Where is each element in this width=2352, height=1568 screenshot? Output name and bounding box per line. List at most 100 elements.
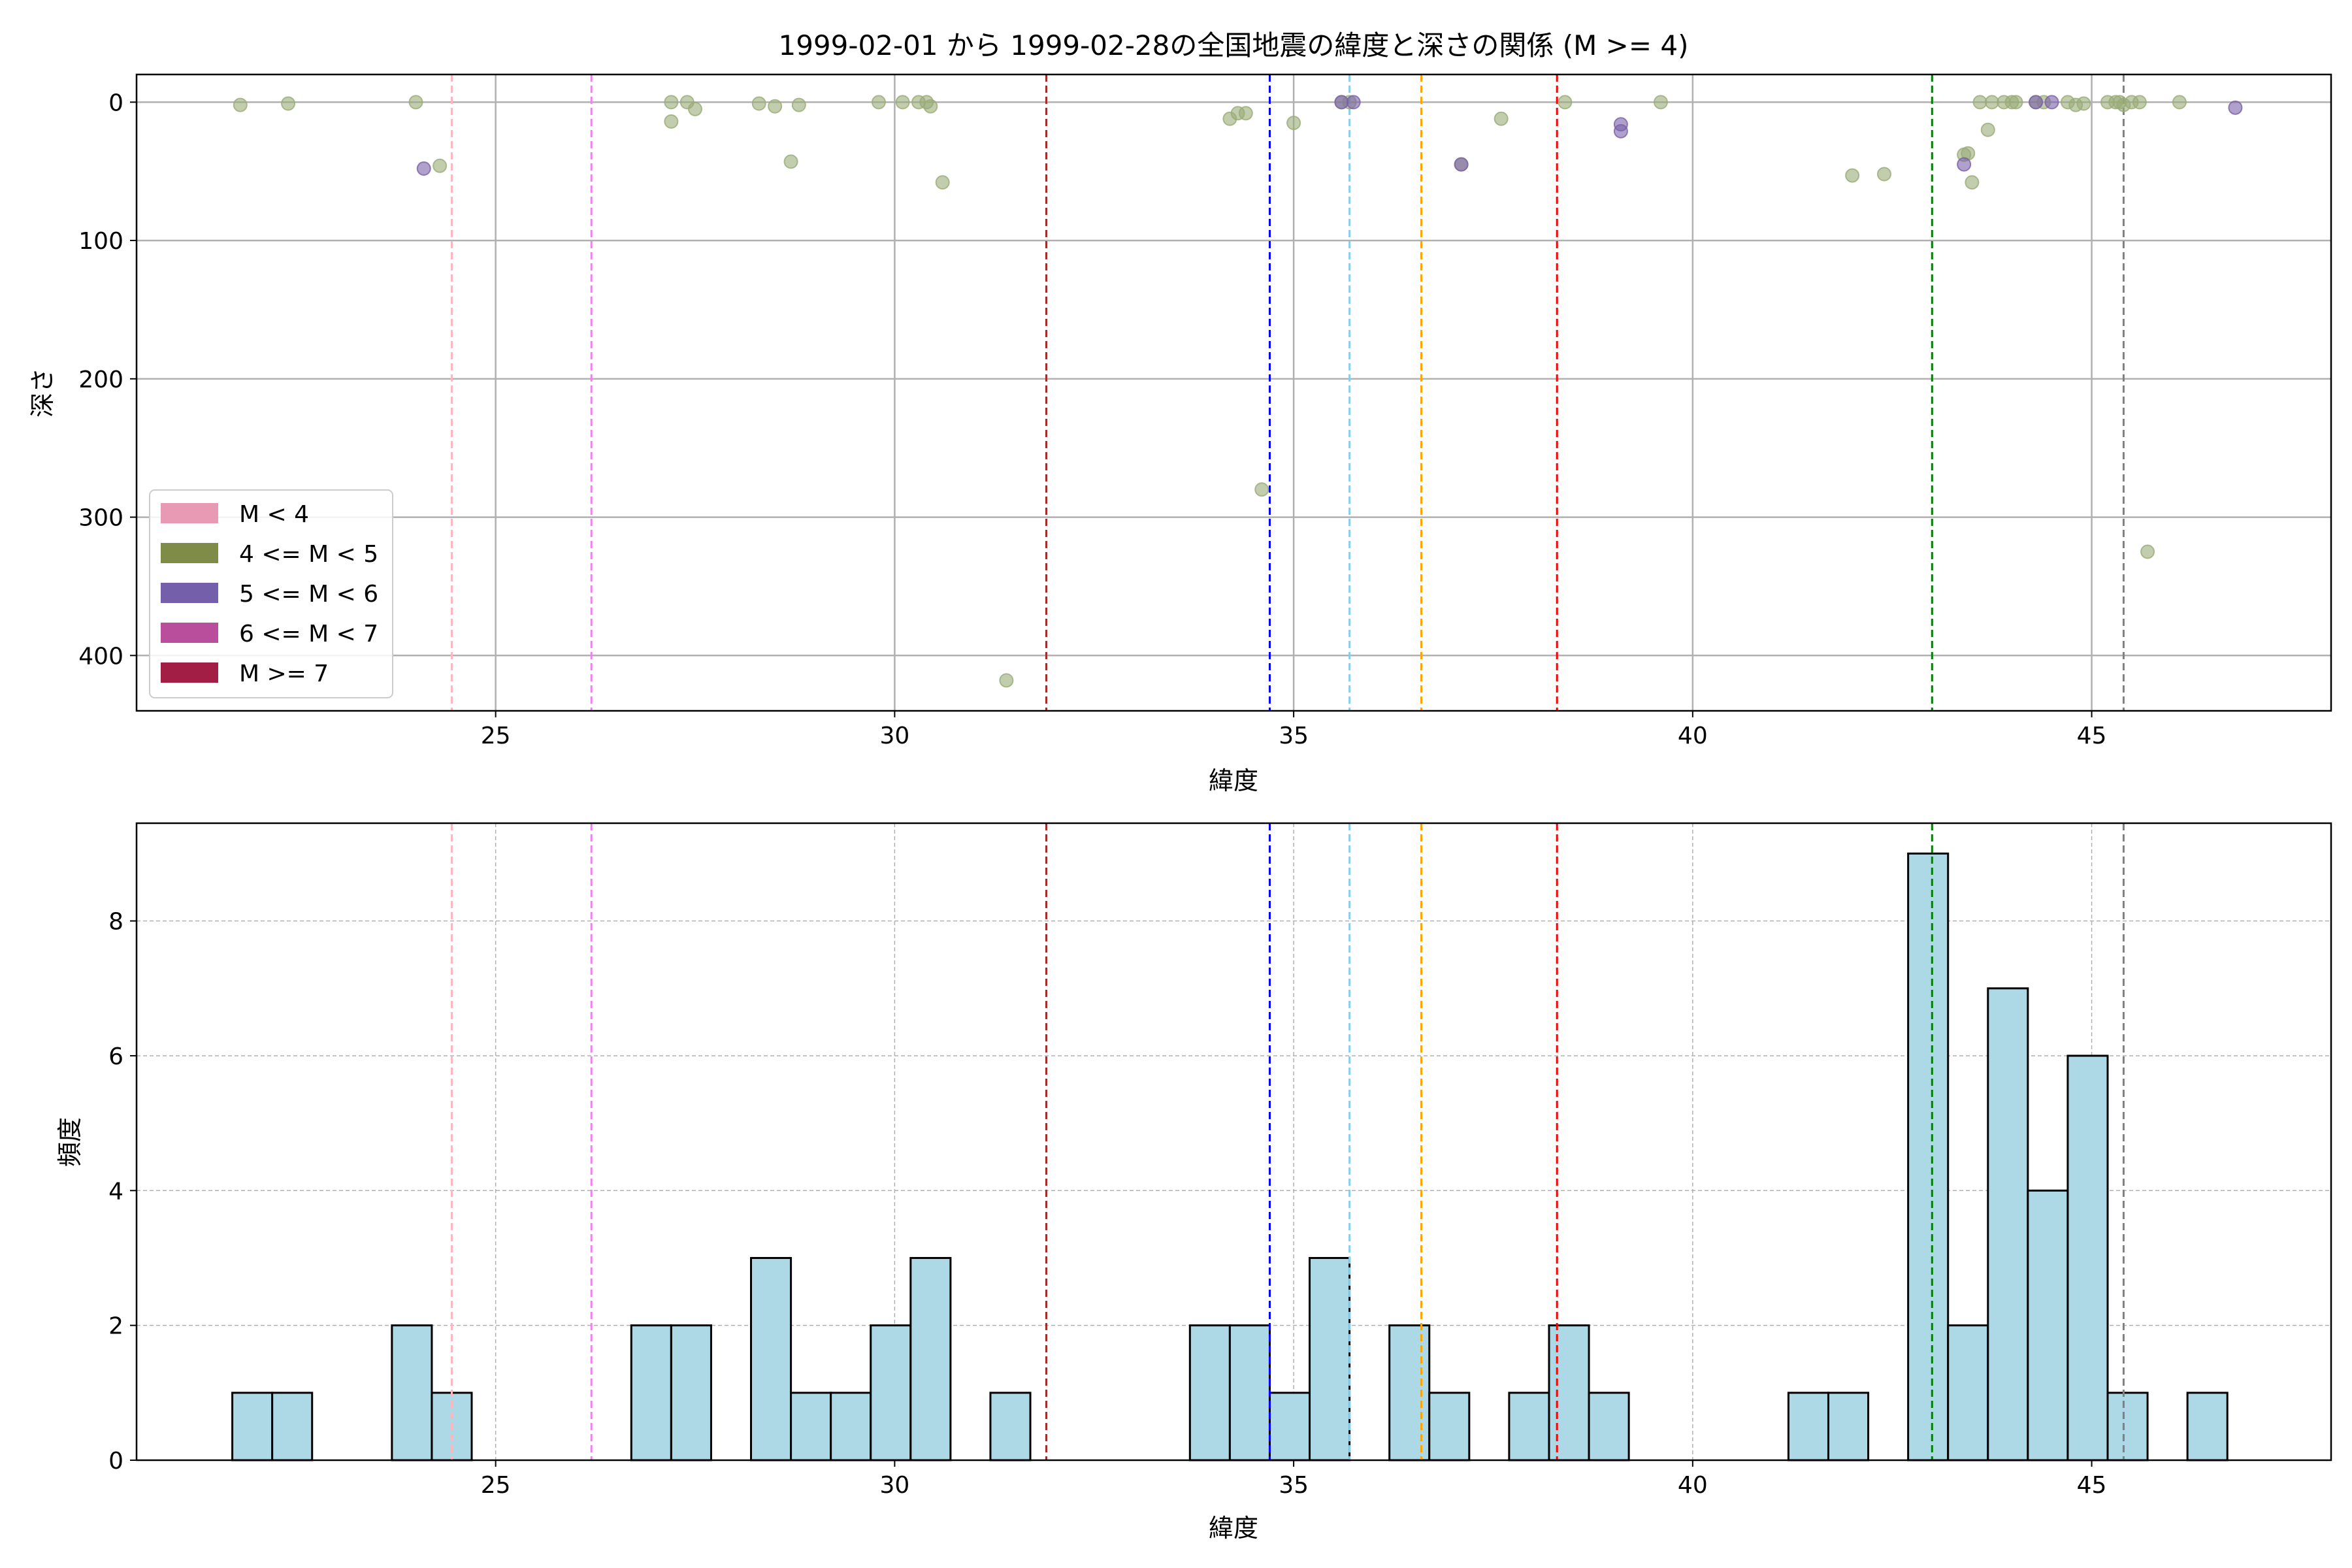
- histogram-reference-lines: [450, 823, 2125, 1460]
- histogram-y-axis-label: 頻度: [56, 1117, 84, 1167]
- scatter-point: [688, 101, 703, 116]
- scatter-point: [1454, 157, 1469, 172]
- histogram-bar: [1987, 987, 2029, 1462]
- histogram-bar: [1388, 1324, 1431, 1462]
- histogram-bar: [1428, 1392, 1471, 1462]
- legend-label: 6 <= M < 7: [239, 621, 378, 647]
- scatter-reference-lines: [450, 74, 2125, 711]
- scatter-point: [1876, 167, 1891, 182]
- tick-label-y: 0: [108, 90, 123, 116]
- histogram-bar: [2027, 1189, 2069, 1462]
- scatter-panel: 25 30 35 40 45 0 100 200 300 400 緯度 深さ M < 4 4 <=…: [28, 73, 2332, 795]
- histogram-bar: [909, 1256, 952, 1462]
- histogram-bar: [1907, 852, 1950, 1462]
- histogram-bar: [2186, 1392, 2229, 1462]
- tick-label-x: 35: [1279, 1472, 1309, 1499]
- scatter-point: [2140, 544, 2155, 559]
- scatter-point: [408, 95, 423, 110]
- histogram-bar: [1947, 1324, 1989, 1462]
- tick-label-x: 40: [1678, 1472, 1708, 1499]
- scatter-point: [433, 158, 448, 173]
- scatter-point: [1653, 95, 1668, 110]
- tick-label-x: 30: [879, 1472, 909, 1499]
- legend-swatch: [161, 543, 218, 563]
- legend-frame: [149, 489, 393, 698]
- tick-label-x: 30: [879, 723, 909, 749]
- scatter-point: [1494, 111, 1509, 126]
- scatter-point: [2228, 100, 2243, 115]
- scatter-point: [1984, 95, 1999, 110]
- legend-label: M >= 7: [239, 661, 329, 687]
- histogram-y-ticks: 0 2 4 6 8: [108, 909, 137, 1475]
- scatter-point: [1254, 482, 1269, 497]
- tick-label-y: 2: [108, 1313, 123, 1340]
- histogram-bar: [630, 1324, 672, 1462]
- tick-label-y: 6: [108, 1043, 123, 1070]
- tick-label-y: 4: [108, 1178, 123, 1205]
- scatter-point: [2044, 95, 2059, 110]
- legend-swatch: [161, 583, 218, 603]
- tick-label-x: 25: [481, 1472, 511, 1499]
- scatter-point: [2172, 95, 2187, 110]
- scatter-x-axis-label: 緯度: [1209, 766, 1258, 795]
- histogram-bar: [1228, 1324, 1271, 1462]
- histogram-bar: [830, 1392, 872, 1462]
- scatter-point: [1980, 122, 1995, 137]
- histogram-bar: [271, 1392, 314, 1462]
- histogram-x-ticks: 25 30 35 40 45: [481, 1460, 2107, 1499]
- scatter-y-ticks: 0 100 200 300 400: [78, 90, 137, 670]
- scatter-point: [1558, 95, 1573, 110]
- tick-label-y: 400: [78, 643, 123, 670]
- histogram-bar: [790, 1392, 832, 1462]
- tick-label-x: 45: [2077, 1472, 2107, 1499]
- tick-label-x: 45: [2077, 723, 2107, 749]
- histogram-bar: [1508, 1392, 1550, 1462]
- scatter-point: [281, 96, 296, 111]
- legend-label: 5 <= M < 6: [239, 581, 378, 608]
- tick-label-x: 35: [1279, 723, 1309, 749]
- histogram-bar: [750, 1256, 792, 1462]
- tick-label-y: 8: [108, 909, 123, 936]
- legend-swatch: [161, 503, 218, 523]
- scatter-point: [1972, 95, 1987, 110]
- tick-label-y: 0: [108, 1448, 123, 1475]
- scatter-point: [1286, 116, 1301, 131]
- scatter-points: [233, 95, 2243, 688]
- scatter-point: [416, 161, 431, 176]
- scatter-point: [2132, 95, 2147, 110]
- histogram-bar: [870, 1324, 912, 1462]
- scatter-point: [1957, 157, 1972, 172]
- scatter-point: [1845, 168, 1860, 183]
- histogram-bar: [391, 1324, 433, 1462]
- legend-swatch: [161, 623, 218, 643]
- histogram-bar: [1827, 1392, 1870, 1462]
- scatter-point: [1238, 106, 1253, 121]
- scatter-point: [999, 673, 1014, 688]
- scatter-grid: [137, 74, 2331, 711]
- histogram-bar: [1188, 1324, 1231, 1462]
- histogram-panel: 25 30 35 40 45 0 2 4 6 8 緯度 頻度: [56, 822, 2332, 1543]
- scatter-point: [935, 175, 950, 190]
- scatter-point: [233, 97, 248, 112]
- histogram-plot-frame: [135, 822, 2332, 1462]
- histogram-bar: [989, 1392, 1032, 1462]
- scatter-point: [1613, 123, 1628, 139]
- tick-label-y: 100: [78, 228, 123, 255]
- scatter-point: [768, 99, 783, 114]
- scatter-point: [2008, 95, 2023, 110]
- scatter-plot-frame: [135, 73, 2332, 712]
- tick-label-x: 40: [1678, 723, 1708, 749]
- scatter-point: [2076, 96, 2091, 111]
- scatter-point: [895, 95, 910, 110]
- scatter-point: [783, 154, 798, 169]
- histogram-bar: [670, 1324, 712, 1462]
- histogram-bar: [2066, 1054, 2109, 1462]
- histogram-bar: [1309, 1256, 1351, 1462]
- tick-label-x: 25: [481, 723, 511, 749]
- histogram-bar: [1588, 1392, 1630, 1462]
- scatter-point: [1334, 95, 1349, 110]
- scatter-point: [1346, 95, 1361, 110]
- chart-title: 1999-02-01 から 1999-02-28の全国地震の緯度と深さの関係 (…: [778, 29, 1688, 61]
- scatter-x-ticks: 25 30 35 40 45: [481, 711, 2107, 749]
